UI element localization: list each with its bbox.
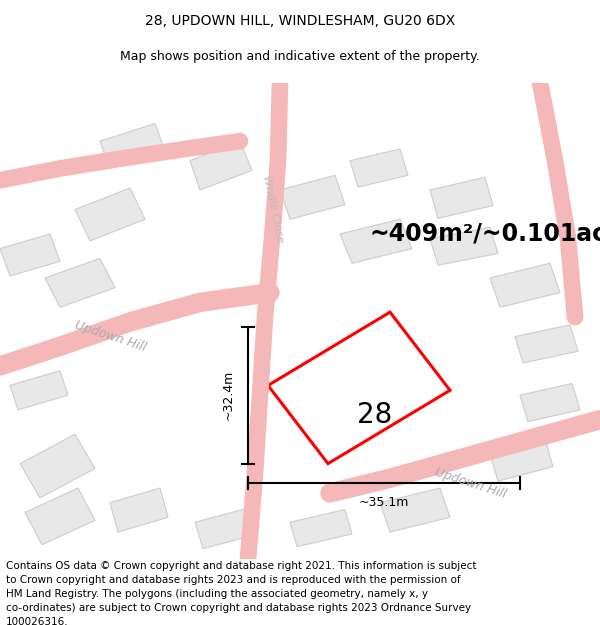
Polygon shape	[45, 258, 115, 308]
Polygon shape	[280, 176, 345, 219]
Polygon shape	[190, 141, 252, 190]
Polygon shape	[0, 234, 60, 276]
Polygon shape	[430, 227, 498, 265]
Text: Updown Hill: Updown Hill	[433, 466, 508, 501]
Polygon shape	[195, 508, 258, 549]
Polygon shape	[340, 219, 412, 263]
Text: 28: 28	[358, 401, 392, 429]
Polygon shape	[430, 177, 493, 218]
Text: ~409m²/~0.101ac.: ~409m²/~0.101ac.	[370, 222, 600, 246]
Polygon shape	[268, 312, 450, 464]
Polygon shape	[520, 384, 580, 422]
Polygon shape	[380, 488, 450, 532]
Text: ~35.1m: ~35.1m	[359, 496, 409, 509]
Polygon shape	[490, 439, 553, 481]
Text: Wndle Close: Wndle Close	[261, 175, 285, 244]
Polygon shape	[100, 124, 165, 169]
Text: Map shows position and indicative extent of the property.: Map shows position and indicative extent…	[120, 49, 480, 62]
Text: ~32.4m: ~32.4m	[221, 370, 235, 421]
Polygon shape	[110, 488, 168, 532]
Polygon shape	[515, 325, 578, 363]
Polygon shape	[25, 488, 95, 545]
Text: Contains OS data © Crown copyright and database right 2021. This information is : Contains OS data © Crown copyright and d…	[6, 561, 476, 625]
Polygon shape	[10, 371, 68, 410]
Polygon shape	[350, 149, 408, 187]
Polygon shape	[290, 509, 352, 547]
Text: 28, UPDOWN HILL, WINDLESHAM, GU20 6DX: 28, UPDOWN HILL, WINDLESHAM, GU20 6DX	[145, 14, 455, 28]
Polygon shape	[490, 263, 560, 308]
Polygon shape	[75, 188, 145, 241]
Polygon shape	[20, 434, 95, 498]
Text: Updown Hill: Updown Hill	[73, 319, 148, 354]
